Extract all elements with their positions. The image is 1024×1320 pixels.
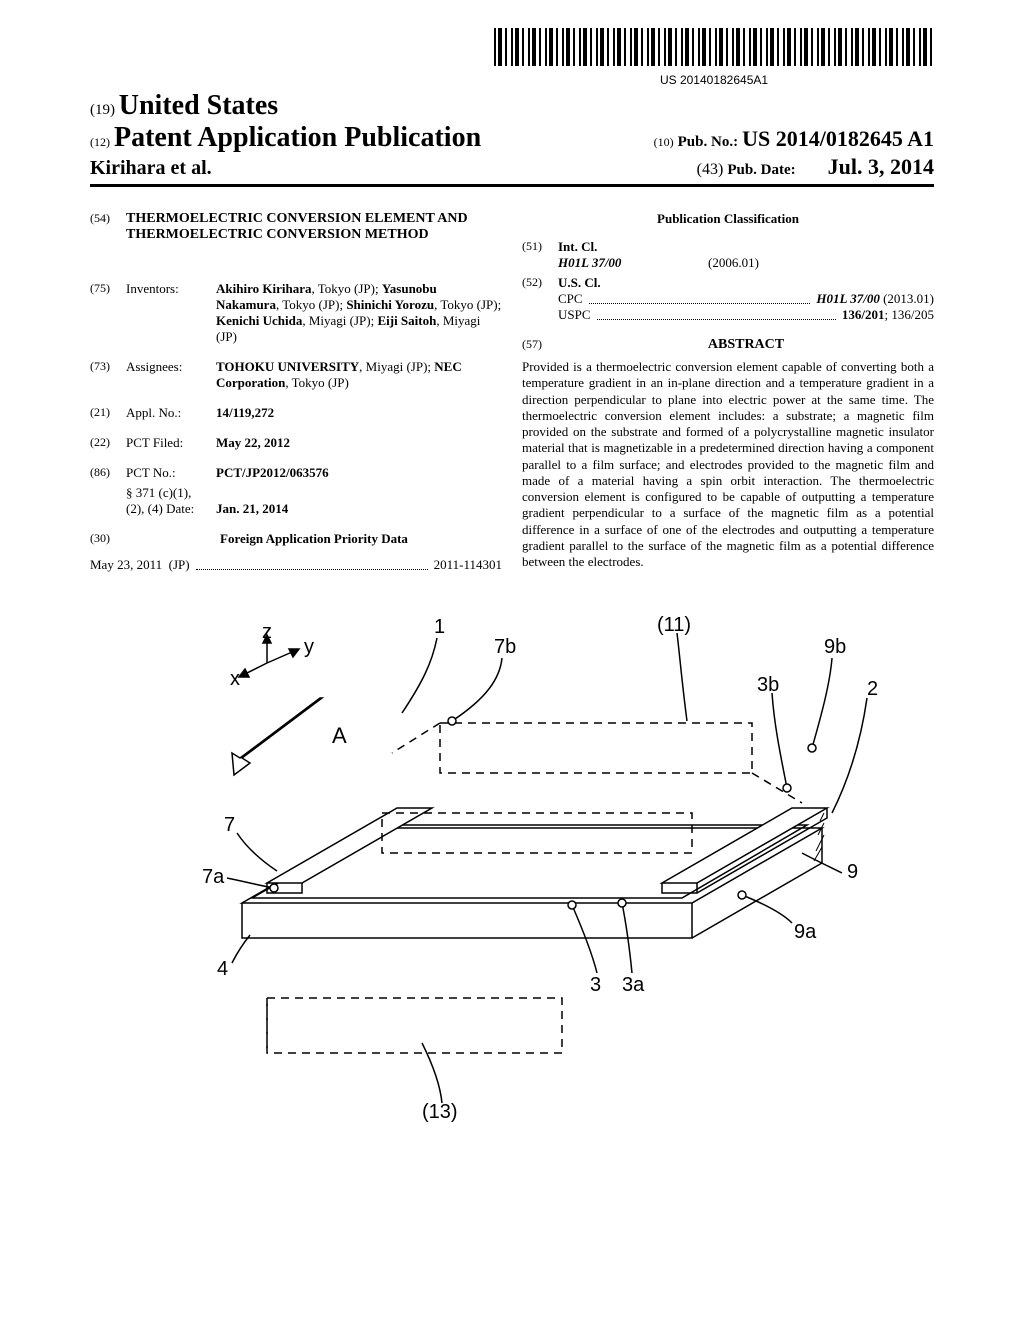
cpc-label: CPC: [558, 291, 583, 307]
field-57: (57) ABSTRACT: [522, 337, 934, 359]
code-30: (30): [90, 531, 126, 557]
axis-x: x: [230, 668, 240, 690]
pubclass-title: Publication Classification: [522, 211, 934, 227]
code-86: (86): [90, 465, 126, 481]
applno-value: 14/119,272: [216, 405, 502, 421]
bibliographic-columns: (54) THERMOELECTRIC CONVERSION ELEMENT A…: [90, 211, 934, 573]
barcode-text: US 20140182645A1: [494, 73, 934, 87]
label-11: (11): [657, 614, 691, 636]
label-9: 9: [847, 861, 858, 883]
code-52: (52): [522, 275, 558, 291]
country: United States: [119, 90, 278, 121]
label-9a: 9a: [794, 921, 817, 943]
pubno-label: Pub. No.:: [678, 134, 738, 150]
label-3: 3: [590, 974, 601, 996]
pubdate: Jul. 3, 2014: [828, 154, 934, 179]
label-7b: 7b: [494, 636, 516, 658]
field-86: (86) PCT No.: PCT/JP2012/063576: [90, 465, 502, 481]
inventors-label: Inventors:: [126, 281, 216, 345]
pctfiled-label: PCT Filed:: [126, 435, 216, 451]
label-3b: 3b: [757, 674, 779, 696]
label-2: 2: [867, 678, 878, 700]
field-52: (52) U.S. Cl.: [522, 275, 934, 291]
pub-type: Patent Application Publication: [114, 122, 481, 153]
dots: [589, 291, 811, 304]
label-7: 7: [224, 814, 235, 836]
uspc-row: USPC 136/201; 136/205: [558, 307, 934, 323]
uspc-label: USPC: [558, 307, 591, 323]
header-pubtype-row: (12) Patent Application Publication (10)…: [90, 122, 934, 154]
uspc-value: 136/201; 136/205: [842, 307, 934, 323]
cpc-value: H01L 37/00 (2013.01): [816, 291, 934, 307]
label-1: 1: [434, 616, 445, 638]
field-54: (54) THERMOELECTRIC CONVERSION ELEMENT A…: [90, 211, 502, 267]
label-9b: 9b: [824, 636, 846, 658]
axis-y: y: [304, 636, 314, 658]
intcl-ver: (2006.01): [708, 255, 759, 271]
figure-svg: z y x A 1 7b (11) 9b 3b 2 7 7a 9 9a 4 3 …: [132, 603, 892, 1123]
code-19: (19): [90, 102, 115, 118]
intcl-label: Int. Cl.: [558, 239, 597, 255]
label-A: A: [332, 723, 347, 748]
intcl-row: H01L 37/00 (2006.01): [558, 255, 934, 271]
code-54: (54): [90, 211, 126, 267]
priority-date: May 23, 2011: [90, 557, 162, 573]
code-21: (21): [90, 405, 126, 421]
code-57: (57): [522, 337, 558, 359]
header-authors-row: Kirihara et al. (43) Pub. Date: Jul. 3, …: [90, 154, 934, 187]
authors-header: Kirihara et al.: [90, 157, 212, 180]
pubno: US 2014/0182645 A1: [742, 126, 934, 151]
barcode-block: US 20140182645A1: [494, 28, 934, 87]
s371-value: Jan. 21, 2014: [216, 501, 502, 517]
patent-page: US 20140182645A1 (19) United States (12)…: [0, 0, 1024, 1320]
code-75: (75): [90, 281, 126, 345]
abstract-body: Provided is a thermoelectric conversion …: [522, 359, 934, 570]
inventors-value: Akihiro Kirihara, Tokyo (JP); Yasunobu N…: [216, 281, 502, 345]
applno-label: Appl. No.:: [126, 405, 216, 421]
label-4: 4: [217, 958, 228, 980]
intcl-sym: H01L 37/00: [558, 255, 708, 271]
abstract-title: ABSTRACT: [558, 337, 934, 353]
invention-title: THERMOELECTRIC CONVERSION ELEMENT AND TH…: [126, 211, 502, 243]
header: (19) United States (12) Patent Applicati…: [90, 90, 934, 187]
label-13: (13): [422, 1101, 458, 1123]
barcode-graphic: [494, 28, 934, 66]
header-country-row: (19) United States: [90, 90, 934, 122]
code-12: (12): [90, 135, 110, 149]
field-51: (51) Int. Cl.: [522, 239, 934, 255]
priority-row: May 23, 2011 (JP) 2011-114301: [90, 557, 502, 573]
field-22: (22) PCT Filed: May 22, 2012: [90, 435, 502, 451]
code-22: (22): [90, 435, 126, 451]
field-21: (21) Appl. No.: 14/119,272: [90, 405, 502, 421]
code-43: (43): [697, 161, 724, 178]
pctfiled-value: May 22, 2012: [216, 435, 502, 451]
label-7a: 7a: [202, 866, 225, 888]
assignees-value: TOHOKU UNIVERSITY, Miyagi (JP); NEC Corp…: [216, 359, 502, 391]
pubdate-label: Pub. Date:: [727, 162, 795, 178]
s371-label: § 371 (c)(1), (2), (4) Date:: [126, 485, 216, 517]
assignees-label: Assignees:: [126, 359, 216, 391]
field-86b: § 371 (c)(1), (2), (4) Date: Jan. 21, 20…: [90, 485, 502, 517]
patent-figure: z y x A 1 7b (11) 9b 3b 2 7 7a 9 9a 4 3 …: [90, 603, 934, 1128]
priority-title: Foreign Application Priority Data: [126, 531, 502, 547]
cpc-row: CPC H01L 37/00 (2013.01): [558, 291, 934, 307]
pctno-label: PCT No.:: [126, 465, 216, 481]
code-73: (73): [90, 359, 126, 391]
uscl-label: U.S. Cl.: [558, 275, 601, 291]
priority-number: 2011-114301: [434, 557, 502, 573]
field-30: (30) Foreign Application Priority Data: [90, 531, 502, 557]
pctno-value: PCT/JP2012/063576: [216, 465, 502, 481]
priority-country: (JP): [169, 557, 190, 573]
axis-z: z: [262, 621, 272, 643]
code-10: (10): [654, 135, 674, 149]
label-3a: 3a: [622, 974, 645, 996]
dots: [196, 557, 428, 570]
field-73: (73) Assignees: TOHOKU UNIVERSITY, Miyag…: [90, 359, 502, 391]
code-51: (51): [522, 239, 558, 255]
right-column: Publication Classification (51) Int. Cl.…: [522, 211, 934, 573]
left-column: (54) THERMOELECTRIC CONVERSION ELEMENT A…: [90, 211, 502, 573]
field-75: (75) Inventors: Akihiro Kirihara, Tokyo …: [90, 281, 502, 345]
dots: [597, 307, 836, 320]
